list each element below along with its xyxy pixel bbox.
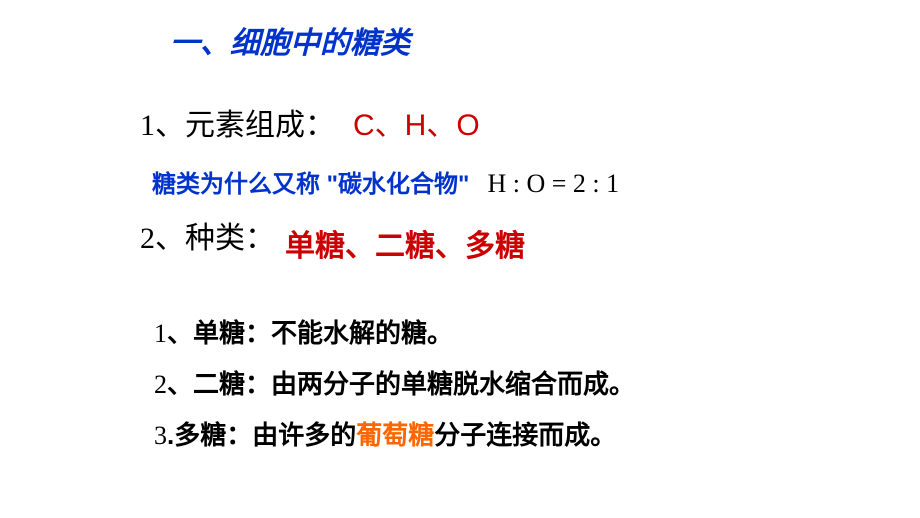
element-composition-line: 1、元素组成： C、H、O (140, 100, 860, 144)
composition-label: 、元素组成： (155, 109, 335, 142)
carbohydrate-question-line: 糖类为什么又称 "碳水化合物" H : O = 2 : 1 (152, 164, 860, 199)
types-line: 2、种类： 单糖、二糖、多糖 (140, 213, 860, 265)
types-number: 2 (140, 222, 155, 255)
ho-ratio: H : O = 2 : 1 (487, 169, 619, 198)
polysaccharide-def: 3.多糖：由许多的葡萄糖分子连接而成。 (154, 415, 860, 452)
composition-number: 1 (140, 109, 155, 142)
def2-number: 2 (154, 370, 167, 399)
section-title: 一、细胞中的糖类 (170, 18, 860, 62)
def3-highlight: 葡萄糖 (356, 420, 434, 450)
def3-prefix: .多糖：由许多的 (167, 420, 356, 450)
def1-number: 1 (154, 319, 167, 348)
types-value: 单糖、二糖、多糖 (285, 221, 525, 265)
def2-text: 、二糖：由两分子的单糖脱水缩合而成。 (167, 369, 635, 399)
def3-suffix: 分子连接而成。 (434, 420, 616, 450)
composition-value: C、H、O (353, 109, 480, 142)
carbohydrate-question: 糖类为什么又称 "碳水化合物" (152, 171, 469, 198)
types-label: 、种类： (155, 222, 275, 255)
monosaccharide-def: 1、单糖：不能水解的糖。 (154, 313, 860, 350)
def1-text: 、单糖：不能水解的糖。 (167, 318, 453, 348)
def3-number: 3 (154, 421, 167, 450)
disaccharide-def: 2、二糖：由两分子的单糖脱水缩合而成。 (154, 364, 860, 401)
